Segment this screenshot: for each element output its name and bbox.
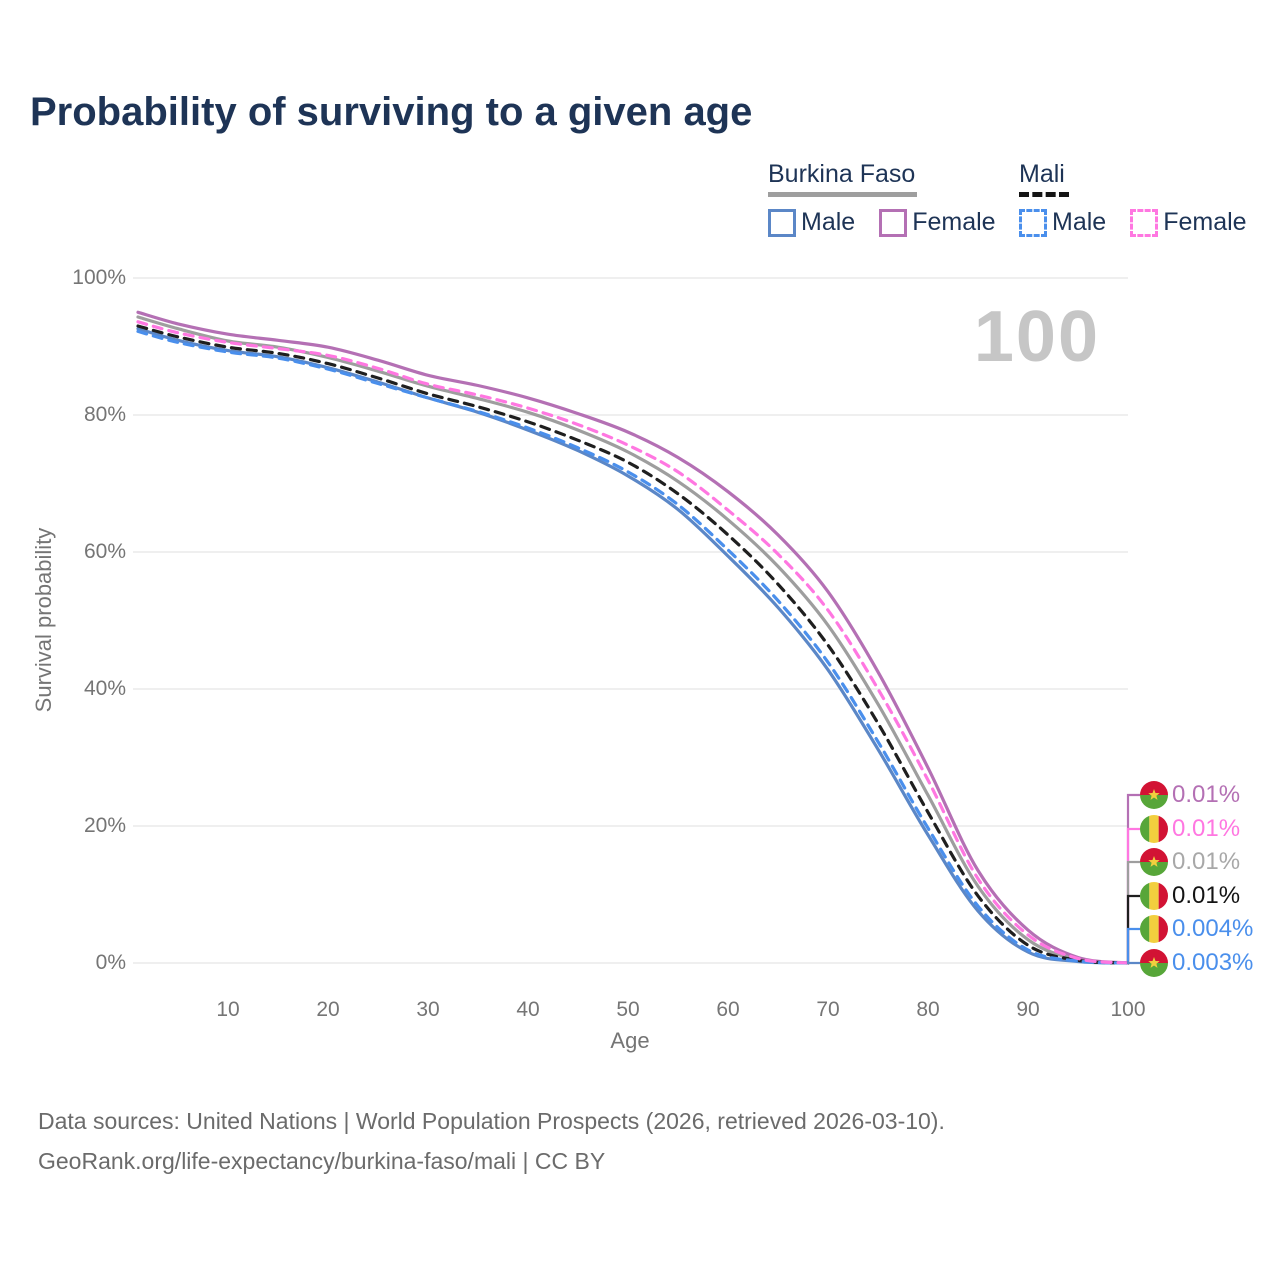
curve-mali-both-sexes [136,324,1130,965]
y-tick-0: 0% [95,951,126,974]
curve-mali-female [136,320,1130,965]
y-tick-100: 100% [72,266,126,289]
mali-flag-icon [1140,882,1168,910]
legend-row-mali: Male Female [1019,208,1271,237]
mali-male-swatch-icon [1019,208,1047,237]
legend-group-mali: Mali Male Female [1019,160,1271,237]
legend-item-burkina-faso-female[interactable]: Female [879,208,996,237]
mali-flag-icon [1140,815,1168,843]
x-tick-50: 50 [616,998,640,1021]
y-tick-60: 60% [83,540,126,563]
end-label-burkina-faso-male: 0.003% [1172,949,1254,976]
end-label-burkina-faso-female: 0.01% [1172,781,1241,808]
burkina-faso-flag-icon [1140,848,1168,876]
gridlines [133,277,1128,964]
curve-burkina-faso-both-sexes [136,315,1130,965]
page-title: Probability of surviving to a given age [30,90,753,134]
x-tick-60: 60 [716,998,740,1021]
x-tick-100: 100 [1110,998,1146,1021]
curve-burkina-faso-male [136,327,1130,965]
legend-label-burkina-faso-male: Male [801,208,856,236]
survival-curves [136,310,1130,965]
burkina-faso-flag-icon [1140,949,1168,977]
end-label-mali-female: 0.01% [1172,815,1241,842]
y-tick-40: 40% [83,677,126,700]
y-axis-title: Survival probability [31,527,56,713]
curve-mali-male [136,329,1130,965]
footer-attribution-link: GeoRank.org/life-expectancy/burkina-faso… [38,1148,606,1174]
legend-row-burkina-faso: Male Female [768,208,1020,237]
legend-item-mali-male[interactable]: Male [1019,208,1106,237]
legend-group-burkina-faso: Burkina Faso Male Female [768,160,1020,237]
x-tick-30: 30 [416,998,440,1021]
mali-female-swatch-icon [1130,208,1159,237]
legend-item-mali-female[interactable]: Female [1130,208,1247,237]
end-label-mali-male: 0.004% [1172,915,1254,942]
end-label-burkina-faso-both: 0.01% [1172,848,1241,875]
legend-item-burkina-faso-male[interactable]: Male [768,208,855,237]
burkina-faso-male-swatch-icon [768,208,796,237]
legend-label-burkina-faso-female: Female [912,208,996,236]
legend-header-burkina-faso: Burkina Faso [768,160,917,197]
mali-flag-icon [1140,915,1168,943]
flag-icons [1140,781,1168,977]
y-tick-20: 20% [83,814,126,837]
burkina-faso-flag-icon [1140,781,1168,809]
x-tick-40: 40 [516,998,540,1021]
legend-header-mali: Mali [1019,160,1069,197]
burkina-faso-female-swatch-icon [879,208,908,237]
x-tick-80: 80 [916,998,940,1021]
x-tick-70: 70 [816,998,840,1021]
end-label-mali-both: 0.01% [1172,882,1241,909]
x-tick-20: 20 [316,998,340,1021]
end-label-leader-lines [1126,793,1140,965]
footer-data-sources: Data sources: United Nations | World Pop… [38,1108,945,1134]
x-tick-90: 90 [1016,998,1040,1021]
curve-burkina-faso-female [136,310,1130,965]
age-counter-watermark: 100 [973,297,1100,377]
x-tick-10: 10 [216,998,240,1021]
legend-label-mali-female: Female [1163,208,1247,236]
y-tick-80: 80% [83,403,126,426]
x-axis-title: Age [610,1028,650,1053]
legend-label-mali-male: Male [1052,208,1107,236]
